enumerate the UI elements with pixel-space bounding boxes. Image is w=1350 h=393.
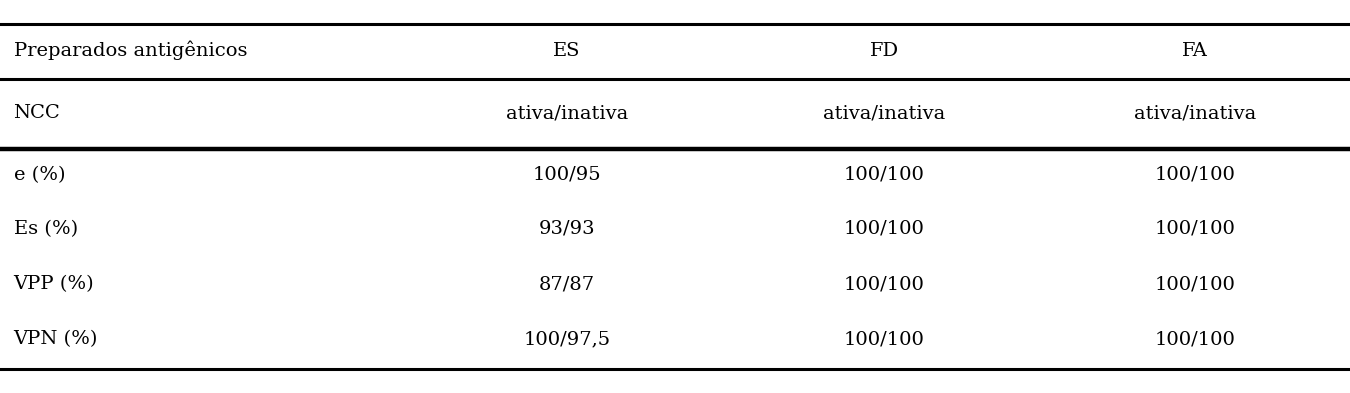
- Text: 100/97,5: 100/97,5: [524, 330, 610, 348]
- Text: VPP (%): VPP (%): [14, 275, 94, 293]
- Text: ativa/inativa: ativa/inativa: [1134, 105, 1256, 123]
- Text: Es (%): Es (%): [14, 220, 77, 238]
- Text: FA: FA: [1181, 42, 1208, 60]
- Text: 100/100: 100/100: [844, 166, 925, 184]
- Text: 100/100: 100/100: [844, 330, 925, 348]
- Text: ativa/inativa: ativa/inativa: [506, 105, 628, 123]
- Text: 93/93: 93/93: [539, 220, 595, 238]
- Text: 100/100: 100/100: [1154, 330, 1235, 348]
- Text: 100/100: 100/100: [844, 275, 925, 293]
- Text: 100/100: 100/100: [844, 220, 925, 238]
- Text: NCC: NCC: [14, 105, 61, 123]
- Text: 100/100: 100/100: [1154, 275, 1235, 293]
- Text: 100/100: 100/100: [1154, 166, 1235, 184]
- Text: Preparados antigênicos: Preparados antigênicos: [14, 41, 247, 61]
- Text: 100/95: 100/95: [533, 166, 601, 184]
- Text: ativa/inativa: ativa/inativa: [824, 105, 945, 123]
- Text: 87/87: 87/87: [539, 275, 595, 293]
- Text: 100/100: 100/100: [1154, 220, 1235, 238]
- Text: VPN (%): VPN (%): [14, 330, 97, 348]
- Text: FD: FD: [869, 42, 899, 60]
- Text: ES: ES: [554, 42, 580, 60]
- Text: e (%): e (%): [14, 166, 65, 184]
